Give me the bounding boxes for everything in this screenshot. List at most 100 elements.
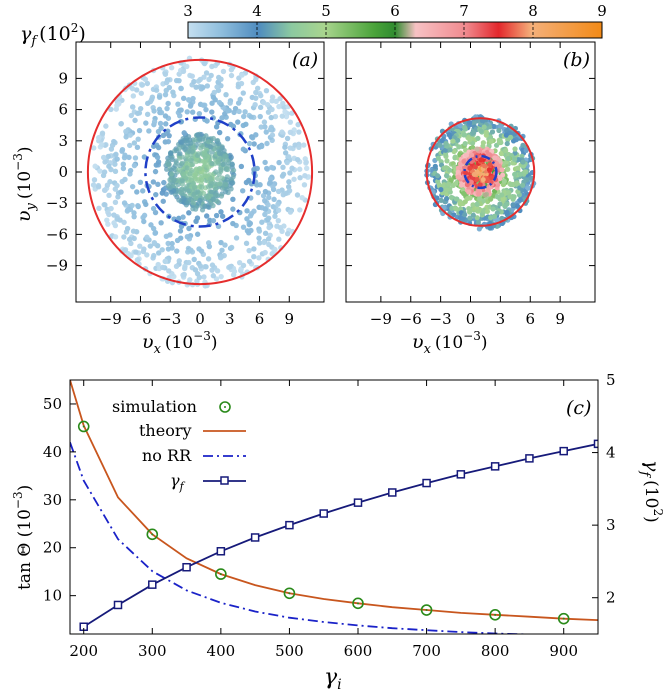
panel-b-point xyxy=(478,157,484,163)
panel-a-point xyxy=(218,209,224,215)
panel-a-point xyxy=(231,268,238,275)
panel-a-point xyxy=(265,236,272,242)
panel-a-point xyxy=(228,244,235,251)
panel-a-point xyxy=(112,186,119,192)
panel-a-point xyxy=(299,194,305,201)
panel-b-point xyxy=(462,199,468,205)
panel-a-point xyxy=(237,96,243,103)
panel-a-xlabel: υx (10−3) xyxy=(142,329,218,357)
panel-a-point xyxy=(135,136,141,142)
panel-a-point xyxy=(193,195,199,201)
panel-a-xtick-label: −6 xyxy=(129,310,151,328)
panel-a-point xyxy=(176,258,182,264)
panel-a-point xyxy=(199,177,205,183)
panel-b-point xyxy=(457,123,464,129)
panel-a-point xyxy=(168,65,175,71)
panel-a-point xyxy=(195,132,201,138)
panel-a-point xyxy=(287,145,293,151)
panel-a-point xyxy=(195,78,202,84)
panel-a-point xyxy=(211,89,217,96)
gamma-f-marker xyxy=(285,520,294,530)
panel-c-ytick-label-right: 5 xyxy=(606,371,616,389)
panel-a-point xyxy=(102,159,108,165)
panel-b-point xyxy=(505,155,511,162)
panel-a-point xyxy=(253,95,259,101)
panel-b-point xyxy=(471,130,477,136)
panel-a-point xyxy=(95,184,102,190)
panel-a-point xyxy=(141,212,148,219)
panel-a-point xyxy=(223,182,229,188)
panel-a-point xyxy=(130,93,137,99)
panel-a-point xyxy=(122,176,128,183)
panel-a-point xyxy=(158,125,164,131)
panel-a-point xyxy=(112,161,118,167)
panel-a-point xyxy=(218,167,224,173)
panel-a-point xyxy=(216,129,223,136)
panel-a-point xyxy=(186,148,192,155)
panel-b-point xyxy=(443,165,449,171)
panel-a-point xyxy=(194,152,201,159)
panel-a-point xyxy=(262,211,268,218)
panel-a-point xyxy=(203,70,210,76)
panel-a-point xyxy=(236,259,243,266)
panel-a-point xyxy=(141,218,147,225)
panel-b-point xyxy=(464,152,470,158)
panel-a-point xyxy=(111,212,117,218)
panel-a-point xyxy=(164,105,170,112)
panel-a-point xyxy=(189,167,195,174)
panel-a-xtick-label: 9 xyxy=(285,310,295,328)
panel-a-point xyxy=(196,110,203,117)
panel-a-point xyxy=(155,144,162,151)
panel-a-point xyxy=(172,148,178,154)
panel-a-point xyxy=(244,208,250,214)
panel-b-point xyxy=(461,190,467,197)
panel-a-point xyxy=(176,166,182,173)
legend-simulation-marker-dot xyxy=(224,406,226,408)
panel-b-point xyxy=(504,209,510,216)
panel-b-point xyxy=(487,152,493,158)
panel-a-point xyxy=(270,183,276,189)
panel-a-point xyxy=(267,179,273,186)
panel-a-point xyxy=(208,189,215,195)
panel-a-point xyxy=(131,213,137,220)
panel-b-point xyxy=(472,164,478,170)
panel-b-point xyxy=(496,127,502,134)
panel-a-point xyxy=(174,237,181,244)
panel-a-point xyxy=(200,84,206,91)
panel-a-point xyxy=(184,160,190,167)
panel-b-xlabel: υx (10−3) xyxy=(412,329,488,357)
panel-a-point xyxy=(180,214,186,220)
panel-a-point xyxy=(256,240,263,246)
panel-a-point xyxy=(253,89,259,96)
panel-b-point xyxy=(480,177,486,183)
panel-a-point xyxy=(165,100,171,107)
simulation-marker xyxy=(352,597,364,610)
panel-a-point xyxy=(233,235,240,241)
panel-a-point xyxy=(249,135,256,141)
panel-a-point xyxy=(243,121,249,127)
panel-b-point xyxy=(453,180,459,186)
panel-a-point xyxy=(219,247,225,253)
panel-a-point xyxy=(218,76,224,82)
panel-a-point xyxy=(281,223,287,229)
simulation-marker xyxy=(283,587,296,600)
panel-b-point xyxy=(503,132,509,138)
panel-a-point xyxy=(137,105,144,112)
panel-c-xtick-label: 700 xyxy=(412,642,441,660)
panel-a-point xyxy=(261,239,267,246)
panel-a-point xyxy=(167,185,173,191)
panel-a-point xyxy=(138,90,144,96)
panel-c-ylabel-left: tan Θ (10−3) xyxy=(11,485,35,590)
panel-a-point xyxy=(121,200,128,206)
panel-a-point xyxy=(166,162,172,168)
panel-a-point xyxy=(104,217,110,223)
panel-b-point xyxy=(489,175,495,181)
panel-b-point xyxy=(510,138,517,144)
colorbar-tick-label: 8 xyxy=(528,2,538,20)
panel-a-point xyxy=(206,243,213,250)
panel-a-point xyxy=(275,188,282,195)
gamma-f-marker xyxy=(113,600,123,610)
panel-a-point xyxy=(258,143,265,150)
panel-a-point xyxy=(159,247,165,253)
panel-a-point xyxy=(134,257,141,263)
